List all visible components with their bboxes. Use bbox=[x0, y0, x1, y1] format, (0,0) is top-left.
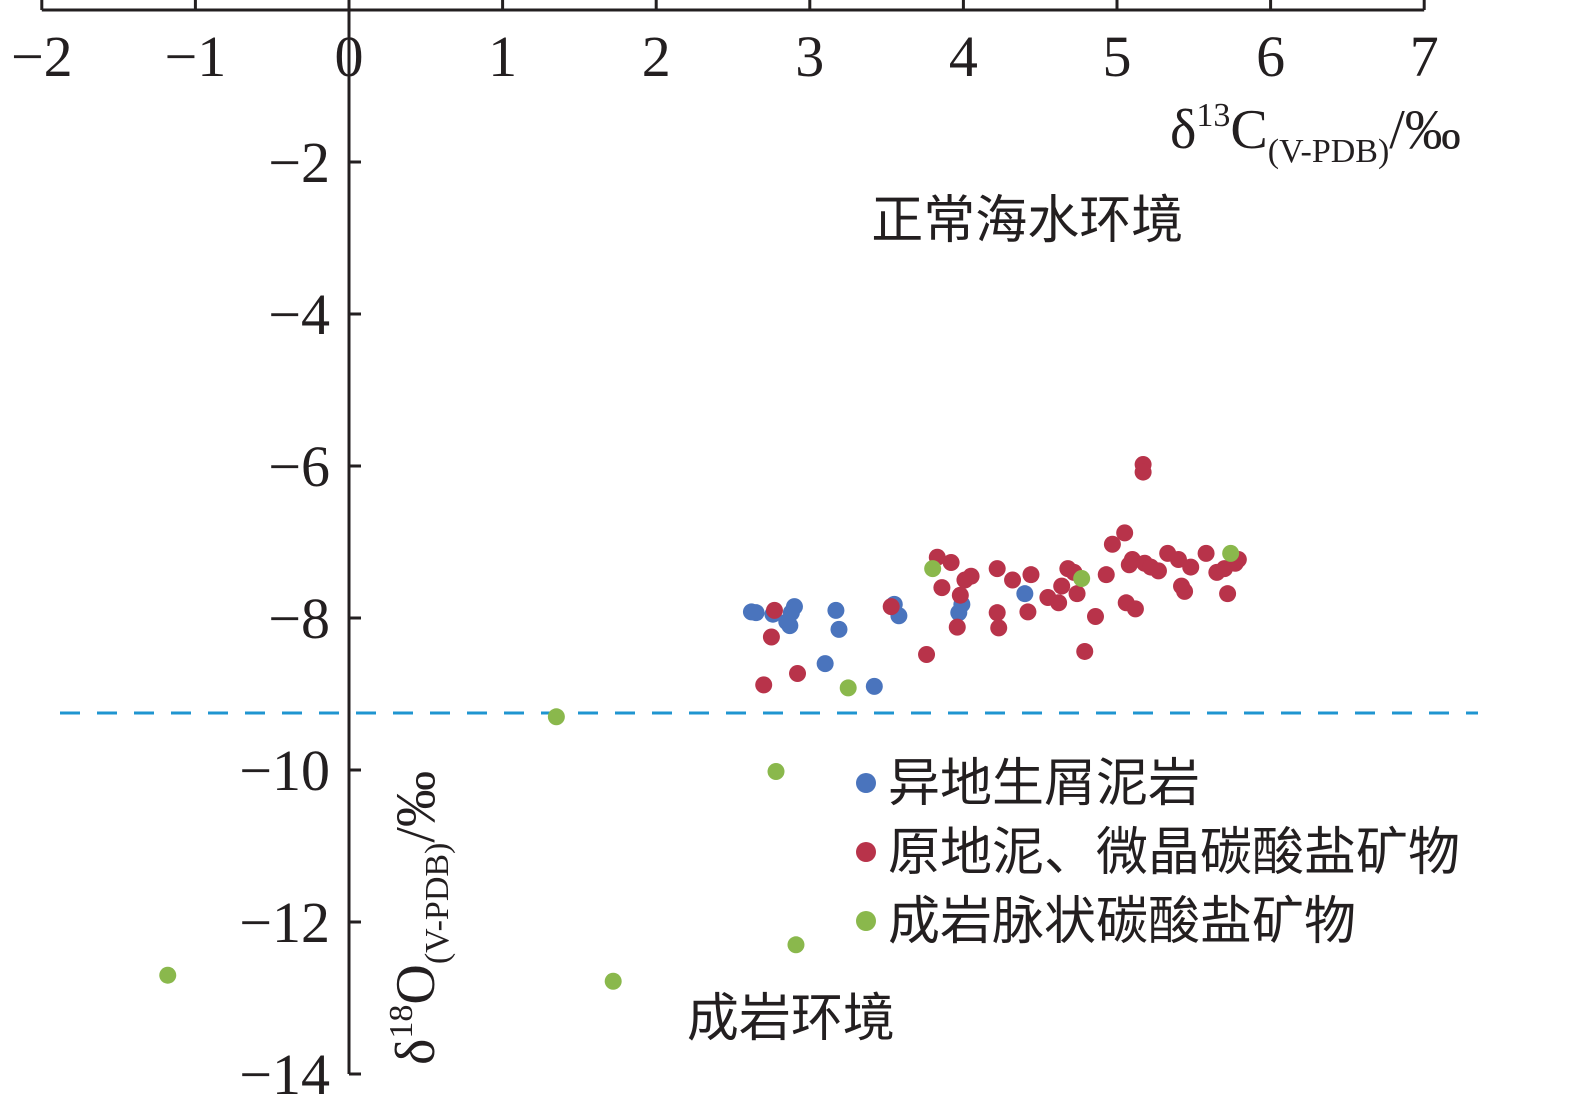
data-point-series-1 bbox=[747, 604, 765, 622]
data-point-series-2 bbox=[990, 619, 1008, 637]
data-point-series-2 bbox=[1197, 544, 1215, 562]
legend-label: 原地泥、微晶碳酸盐矿物 bbox=[888, 823, 1460, 883]
data-point-series-2 bbox=[1116, 524, 1134, 542]
x-tick-label: −1 bbox=[165, 24, 227, 89]
y-tick-label: −12 bbox=[239, 890, 330, 955]
data-point-series-2 bbox=[948, 618, 966, 636]
data-point-series-1 bbox=[827, 601, 845, 619]
data-point-series-2 bbox=[942, 554, 960, 572]
data-point-series-2 bbox=[1219, 585, 1237, 603]
legend-marker bbox=[856, 773, 876, 793]
data-point-series-2 bbox=[765, 601, 783, 619]
y-tick-label: −2 bbox=[268, 130, 330, 195]
y-tick-label: −14 bbox=[239, 1042, 330, 1107]
data-point-series-2 bbox=[1068, 585, 1086, 603]
x-tick-label: 1 bbox=[488, 24, 517, 89]
data-point-series-2 bbox=[1176, 582, 1194, 600]
data-point-series-2 bbox=[1097, 566, 1115, 584]
data-point-series-2 bbox=[988, 560, 1006, 578]
x-tick-label: 4 bbox=[949, 24, 978, 89]
data-point-series-2 bbox=[1053, 577, 1071, 595]
region-annotation: 正常海水环境 bbox=[871, 191, 1183, 251]
data-point-series-1 bbox=[816, 655, 834, 673]
data-point-series-2 bbox=[1149, 562, 1167, 580]
data-point-series-2 bbox=[755, 676, 773, 694]
data-point-series-2 bbox=[951, 586, 969, 604]
x-tick-label: −2 bbox=[11, 24, 73, 89]
x-axis: −2 −1 0 1 2 3 4 5 6 7 bbox=[11, 0, 1439, 89]
data-point-series-1 bbox=[781, 617, 799, 635]
data-point-series-3 bbox=[1073, 569, 1091, 587]
data-point-series-1 bbox=[1016, 585, 1034, 603]
data-point-series-2 bbox=[1019, 603, 1037, 621]
data-point-series-2 bbox=[1004, 571, 1022, 589]
data-point-series-3 bbox=[159, 966, 177, 984]
data-point-series-2 bbox=[933, 579, 951, 597]
data-point-series-2 bbox=[1050, 594, 1068, 612]
data-point-series-2 bbox=[789, 664, 807, 682]
y-tick-label: −8 bbox=[268, 586, 330, 651]
data-point-series-2 bbox=[882, 598, 900, 616]
region-annotation: 成岩环境 bbox=[687, 989, 895, 1049]
data-point-series-2 bbox=[962, 567, 980, 585]
legend-marker bbox=[856, 911, 876, 931]
x-axis-title: δ13C(V-PDB)/‰ bbox=[1170, 97, 1461, 170]
y-axis-title-text: δ18O(V-PDB)/‰ bbox=[383, 771, 456, 1065]
legend-label: 成岩脉状碳酸盐矿物 bbox=[888, 892, 1356, 952]
data-point-series-2 bbox=[918, 645, 936, 663]
x-tick-label: 5 bbox=[1103, 24, 1132, 89]
data-point-series-3 bbox=[839, 679, 857, 697]
data-point-series-3 bbox=[787, 936, 805, 954]
y-axis: −2 −4 −6 −8 −10 −12 −14 bbox=[239, 10, 361, 1107]
data-point-series-3 bbox=[1222, 544, 1240, 562]
y-tick-label: −10 bbox=[239, 738, 330, 803]
y-axis-title: δ18O(V-PDB)/‰ bbox=[383, 771, 456, 1065]
data-point-series-2 bbox=[1182, 558, 1200, 576]
x-tick-label: 6 bbox=[1256, 24, 1285, 89]
data-point-series-1 bbox=[782, 604, 800, 622]
data-point-series-3 bbox=[547, 708, 565, 726]
data-point-series-2 bbox=[1134, 463, 1152, 481]
x-tick-label: 3 bbox=[795, 24, 824, 89]
data-point-series-2 bbox=[988, 604, 1006, 622]
data-point-series-2 bbox=[1126, 600, 1144, 618]
data-point-series-2 bbox=[1086, 607, 1104, 625]
x-tick-label: 7 bbox=[1410, 24, 1439, 89]
data-point-series-3 bbox=[604, 972, 622, 990]
data-point-series-3 bbox=[924, 560, 942, 578]
data-point-series-3 bbox=[767, 763, 785, 781]
data-point-series-2 bbox=[1022, 566, 1040, 584]
legend-label: 异地生屑泥岩 bbox=[888, 754, 1200, 814]
x-tick-label: 2 bbox=[642, 24, 671, 89]
y-tick-label: −4 bbox=[268, 282, 330, 347]
data-point-series-2 bbox=[1103, 535, 1121, 553]
data-point-series-2 bbox=[1076, 642, 1094, 660]
data-point-series-2 bbox=[1169, 550, 1187, 568]
data-point-series-1 bbox=[830, 620, 848, 638]
y-tick-label: −6 bbox=[268, 434, 330, 499]
data-point-series-2 bbox=[762, 628, 780, 646]
x-axis-title-text: δ13C(V-PDB)/‰ bbox=[1170, 97, 1461, 170]
data-point-series-1 bbox=[865, 677, 883, 695]
legend-marker bbox=[856, 842, 876, 862]
data-points bbox=[159, 455, 1247, 990]
